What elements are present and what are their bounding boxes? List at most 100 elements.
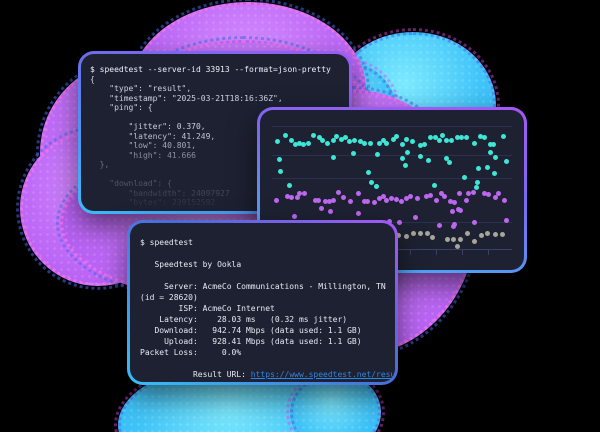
plot-dot: [368, 179, 374, 185]
plot-dot: [273, 197, 279, 203]
plot-dot: [482, 191, 488, 197]
plot-dot: [451, 223, 457, 229]
plot-dot: [356, 190, 362, 196]
plot-dot: [492, 194, 498, 200]
plot-dot: [328, 208, 334, 214]
plot-dot: [286, 182, 292, 188]
axis-tick: [410, 250, 411, 255]
plot-dot: [485, 192, 491, 198]
plot-dot: [444, 155, 450, 161]
isp-line: ISP: AcmeCo Internet: [140, 304, 275, 313]
plot-dot: [361, 140, 367, 146]
result-url-line: Result URL: https://www.speedtest.net/re…: [140, 358, 395, 379]
upload-line: Upload: 928.41 Mbps (data used: 1.1 GB): [140, 337, 362, 346]
terminal-command: $ speedtest --server-id 33913 --format=j…: [90, 65, 331, 74]
plot-dot: [465, 231, 471, 237]
plot-dot: [455, 243, 461, 249]
plot-dot: [411, 231, 417, 237]
plot-dot: [398, 198, 404, 204]
plot-dot: [473, 185, 479, 191]
plot-dot: [397, 220, 403, 226]
plot-dot: [463, 197, 469, 203]
plot-dot: [451, 199, 457, 205]
plot-dot: [475, 179, 481, 185]
plot-dot: [289, 194, 295, 200]
terminal-command: $ speedtest: [140, 238, 193, 247]
axis-tick: [462, 250, 463, 255]
plot-dot: [368, 140, 374, 146]
plot-dot: [394, 134, 400, 140]
plot-dot: [282, 133, 288, 139]
plot-dot: [399, 156, 405, 162]
gridline: [272, 155, 512, 156]
plot-dot: [301, 191, 307, 197]
server-line: Server: AcmeCo Communications - Millingt…: [140, 282, 386, 291]
plot-dot: [476, 166, 482, 172]
plot-dot: [485, 165, 491, 171]
plot-dot: [347, 138, 353, 144]
speedtest-terminal-window: $ speedtest Speedtest by Ookla Server: A…: [127, 220, 398, 385]
plot-dot: [502, 197, 508, 203]
plot-dot: [493, 154, 499, 160]
plot-dot: [492, 231, 498, 237]
result-url-link[interactable]: c/2d74ee56-a79b-4469-ba21-0cecc92c8bcb: [188, 381, 371, 382]
plot-dot: [300, 142, 306, 148]
plot-dot: [430, 235, 436, 241]
plot-dot: [471, 238, 477, 244]
plot-dot: [472, 141, 478, 147]
plot-dot: [450, 237, 456, 243]
plot-dot: [413, 214, 419, 220]
plot-dot: [456, 206, 462, 212]
plot-dot: [319, 137, 325, 143]
plot-dot: [384, 140, 390, 146]
plot-dot: [450, 209, 456, 215]
plot-dot: [441, 194, 447, 200]
plot-dot: [446, 160, 452, 166]
plot-dot: [482, 135, 488, 141]
plot-dot: [421, 142, 427, 148]
speedtest-terminal-body: $ speedtest Speedtest by Ookla Server: A…: [130, 223, 395, 382]
plot-dot: [417, 231, 423, 237]
gridline: [272, 126, 512, 127]
plot-dot: [277, 168, 283, 174]
plot-dot: [403, 233, 409, 239]
plot-dot: [445, 236, 451, 242]
plot-dot: [478, 232, 484, 238]
terminal-line: {: [90, 74, 95, 84]
plot-dot: [437, 223, 442, 229]
plot-dot: [409, 138, 415, 144]
plot-dot: [461, 174, 467, 180]
plot-dot: [496, 191, 502, 197]
plot-dot: [305, 140, 311, 146]
plot-dot: [325, 141, 331, 147]
server-id-line: (id = 28620): [140, 293, 198, 302]
plot-dot: [471, 220, 477, 226]
plot-dot: [500, 232, 506, 238]
plot-dot: [418, 153, 424, 159]
terminal-line: "type": "result",: [90, 84, 192, 93]
plot-dot: [491, 142, 497, 148]
plot-dot: [310, 133, 316, 139]
terminal-line: "timestamp": "2025-03-21T18:16:36Z",: [90, 93, 283, 103]
plot-dot: [402, 163, 408, 169]
packet-loss-line: Packet Loss: 0.0%: [140, 348, 242, 357]
plot-dot: [371, 199, 377, 205]
result-url-link[interactable]: https://www.speedtest.net/result/: [250, 370, 395, 379]
axis-tick: [488, 250, 489, 255]
plot-dot: [484, 231, 490, 237]
plot-dot: [373, 183, 379, 189]
terminal-line: Speedtest by Ookla: [140, 260, 242, 269]
plot-dot: [449, 138, 455, 144]
plot-dot: [501, 134, 507, 140]
plot-dot: [436, 137, 442, 143]
plot-dot: [276, 157, 282, 163]
plot-dot: [458, 237, 464, 243]
plot-dot: [487, 150, 493, 156]
plot-dot: [330, 197, 336, 203]
plot-dot: [400, 142, 406, 148]
plot-dot: [464, 135, 470, 141]
gridline: [272, 178, 512, 179]
plot-dot: [427, 192, 433, 198]
terminal-line: [140, 248, 387, 259]
plot-dot: [433, 197, 439, 203]
